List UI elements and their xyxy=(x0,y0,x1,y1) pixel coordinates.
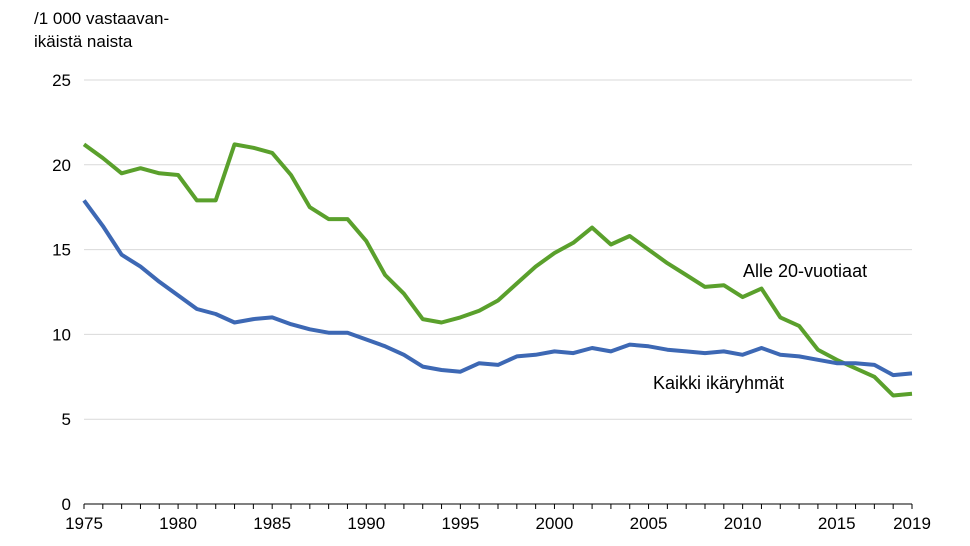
grid-lines xyxy=(84,79,912,420)
y-tick-label-0: 0 xyxy=(62,495,71,514)
x-tick-label-2010: 2010 xyxy=(724,514,762,533)
series-line-0 xyxy=(82,142,913,398)
series-labels: Alle 20-vuotiaat Kaikki ikäryhmät xyxy=(653,261,867,393)
y-axis-tick-labels: 0 5 10 15 20 25 xyxy=(52,71,71,514)
series-lines xyxy=(82,142,913,398)
y-tick-label-25: 25 xyxy=(52,71,71,90)
x-tick-label-1980: 1980 xyxy=(159,514,197,533)
x-tick-label-1985: 1985 xyxy=(253,514,291,533)
x-tick-label-1995: 1995 xyxy=(441,514,479,533)
x-tick-label-2000: 2000 xyxy=(536,514,574,533)
x-tick-label-2019: 2019 xyxy=(893,514,931,533)
y-axis-title: /1 000 vastaavan- ikäistä naista xyxy=(34,9,169,51)
y-tick-label-10: 10 xyxy=(52,325,71,344)
series-line-1 xyxy=(82,199,913,378)
x-axis: 1975 1980 1985 1990 1995 2000 2005 2010 2015 2019 xyxy=(65,503,931,533)
x-tick-label-1990: 1990 xyxy=(347,514,385,533)
y-axis-title-line-2: ikäistä naista xyxy=(34,32,133,51)
y-tick-label-20: 20 xyxy=(52,156,71,175)
y-tick-label-5: 5 xyxy=(62,410,71,429)
x-tick-label-1975: 1975 xyxy=(65,514,103,533)
y-tick-label-15: 15 xyxy=(52,241,71,260)
x-tick-label-2015: 2015 xyxy=(818,514,856,533)
y-axis-title-line-1: /1 000 vastaavan- xyxy=(34,9,169,28)
x-tick-label-2005: 2005 xyxy=(630,514,668,533)
series-label-kaikki-ikaryhmat: Kaikki ikäryhmät xyxy=(653,373,784,393)
series-label-alle-20-vuotiaat: Alle 20-vuotiaat xyxy=(743,261,867,281)
